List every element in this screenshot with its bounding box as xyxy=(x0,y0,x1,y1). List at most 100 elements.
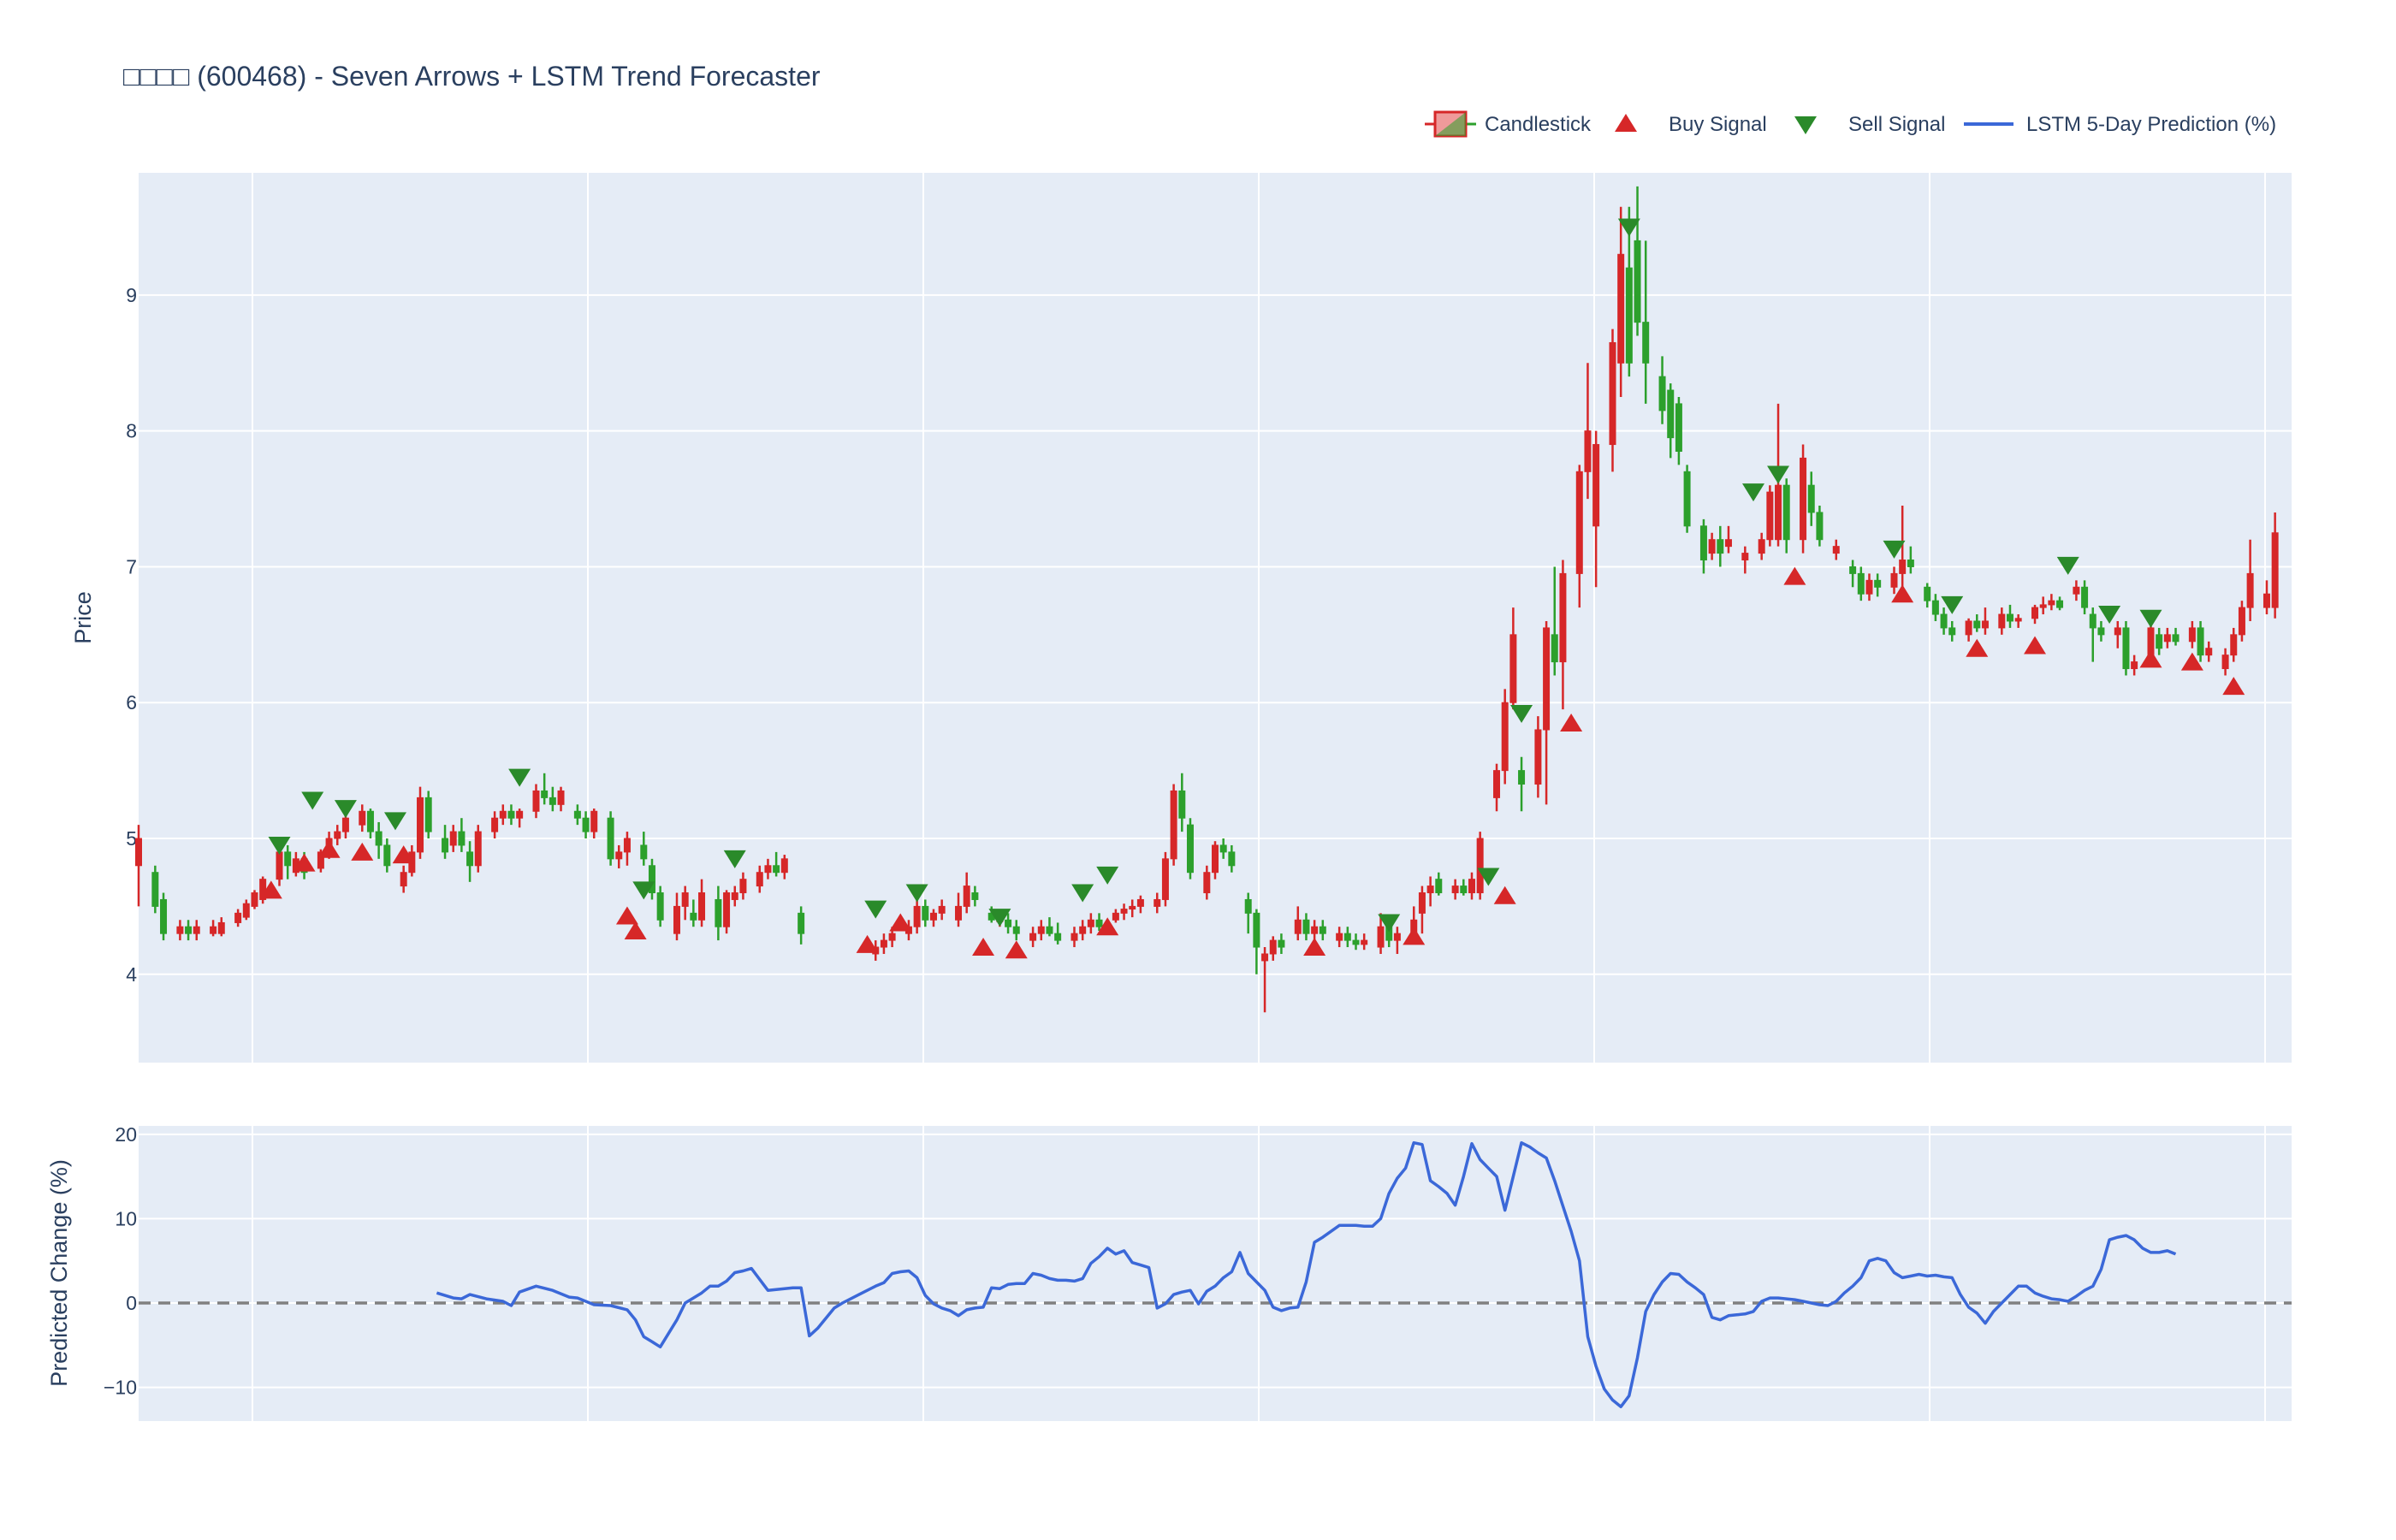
buy-signal-marker[interactable] xyxy=(615,906,638,925)
buy-signal-marker[interactable] xyxy=(1966,638,1989,657)
candlestick[interactable] xyxy=(474,825,482,873)
sell-signal-marker[interactable] xyxy=(905,884,928,903)
lstm-prediction-line[interactable] xyxy=(436,1140,2177,1408)
candlestick[interactable] xyxy=(1037,920,1045,941)
candlestick[interactable] xyxy=(1642,240,1650,404)
buy-signal-marker[interactable] xyxy=(972,938,995,957)
candlestick[interactable] xyxy=(1129,899,1136,918)
candlestick[interactable] xyxy=(715,886,722,941)
buy-signal-marker[interactable] xyxy=(1403,927,1426,945)
candlestick[interactable] xyxy=(615,844,623,868)
candlestick[interactable] xyxy=(2205,641,2213,662)
sell-signal-marker[interactable] xyxy=(2098,606,2121,625)
candlestick[interactable] xyxy=(449,825,457,852)
candlestick[interactable] xyxy=(756,865,763,893)
candlestick[interactable] xyxy=(1336,927,1343,948)
sell-signal-marker[interactable] xyxy=(301,791,324,810)
candlestick[interactable] xyxy=(1161,851,1169,907)
candlestick[interactable] xyxy=(541,773,549,805)
candlestick[interactable] xyxy=(2073,580,2080,601)
candlestick[interactable] xyxy=(1352,933,1360,951)
legend-item-candle[interactable]: Candlestick xyxy=(1425,110,1592,138)
candlestick[interactable] xyxy=(334,825,341,845)
candlestick[interactable] xyxy=(1253,909,1260,974)
candlestick[interactable] xyxy=(1667,383,1675,459)
candlestick[interactable] xyxy=(590,808,598,839)
buy-signal-marker[interactable] xyxy=(392,845,415,864)
candlestick[interactable] xyxy=(1534,716,1542,798)
sell-signal-marker[interactable] xyxy=(1071,884,1094,903)
candlestick[interactable] xyxy=(1899,506,1907,595)
candlestick[interactable] xyxy=(185,920,193,941)
candlestick[interactable] xyxy=(1758,532,1765,560)
candlestick[interactable] xyxy=(2172,627,2180,646)
candlestick[interactable] xyxy=(2097,620,2105,642)
candlestick[interactable] xyxy=(1683,465,1691,533)
candlestick[interactable] xyxy=(938,899,946,921)
candlestick[interactable] xyxy=(1311,920,1319,941)
candlestick[interactable] xyxy=(1203,865,1211,900)
candlestick[interactable] xyxy=(2263,580,2270,615)
candlestick[interactable] xyxy=(2271,512,2279,619)
candlestick[interactable] xyxy=(1377,913,1385,954)
candlestick[interactable] xyxy=(251,890,258,909)
candlestick[interactable] xyxy=(1460,879,1468,896)
sell-signal-marker[interactable] xyxy=(723,850,746,868)
buy-signal-marker[interactable] xyxy=(1560,714,1583,732)
candlestick[interactable] xyxy=(2246,539,2254,621)
candlestick[interactable] xyxy=(1592,430,1600,588)
candlestick[interactable] xyxy=(607,811,614,866)
candlestick[interactable] xyxy=(1890,566,1898,595)
candlestick[interactable] xyxy=(640,832,648,866)
candlestick[interactable] xyxy=(532,784,540,819)
candlestick[interactable] xyxy=(623,832,631,866)
candlestick[interactable] xyxy=(1302,913,1310,941)
candlestick[interactable] xyxy=(135,825,142,907)
candlestick[interactable] xyxy=(2122,620,2130,676)
candlestick[interactable] xyxy=(1518,756,1526,812)
buy-signal-marker[interactable] xyxy=(1303,938,1326,957)
sell-signal-marker[interactable] xyxy=(2139,609,2162,628)
buy-signal-marker[interactable] xyxy=(1783,566,1806,585)
candlestick[interactable] xyxy=(1724,525,1732,554)
candlestick[interactable] xyxy=(1451,879,1459,900)
buy-signal-marker[interactable] xyxy=(856,934,879,953)
candlestick[interactable] xyxy=(1170,784,1177,866)
candlestick[interactable] xyxy=(400,865,407,893)
candlestick[interactable] xyxy=(1319,920,1326,941)
legend-item-triangle-up[interactable]: Buy Signal xyxy=(1615,113,1767,136)
candlestick[interactable] xyxy=(681,886,689,921)
buy-signal-marker[interactable] xyxy=(1493,886,1516,904)
candlestick-series[interactable] xyxy=(135,186,2279,1013)
candlestick[interactable] xyxy=(259,876,267,904)
candlestick[interactable] xyxy=(1849,560,1857,588)
candlestick[interactable] xyxy=(648,858,655,900)
buy-signal-marker[interactable] xyxy=(1005,940,1028,959)
candlestick[interactable] xyxy=(1551,566,1558,676)
candlestick[interactable] xyxy=(1634,186,1641,336)
candlestick[interactable] xyxy=(2131,654,2138,676)
candlestick[interactable] xyxy=(1012,920,1020,941)
candlestick[interactable] xyxy=(1708,532,1716,560)
candlestick[interactable] xyxy=(1418,886,1426,934)
legend-item-triangle-down[interactable]: Sell Signal xyxy=(1794,113,1945,136)
candlestick[interactable] xyxy=(1931,594,1939,621)
sell-signal-marker[interactable] xyxy=(1378,914,1401,933)
sell-signal-marker[interactable] xyxy=(1096,866,1119,885)
sell-signal-marker[interactable] xyxy=(334,800,357,819)
candlestick[interactable] xyxy=(284,844,292,880)
candlestick[interactable] xyxy=(458,818,466,852)
candlestick[interactable] xyxy=(1493,763,1501,812)
candlestick[interactable] xyxy=(922,899,929,927)
sell-signal-marker[interactable] xyxy=(1883,540,1906,559)
candlestick[interactable] xyxy=(2039,596,2047,615)
candlestick[interactable] xyxy=(1699,518,1707,574)
candlestick[interactable] xyxy=(1029,927,1037,948)
candlestick[interactable] xyxy=(1998,607,2006,635)
sell-signal-marker[interactable] xyxy=(1477,868,1500,886)
candlestick[interactable] xyxy=(1070,927,1078,948)
candlestick[interactable] xyxy=(880,933,887,954)
candlestick[interactable] xyxy=(317,849,324,873)
candlestick[interactable] xyxy=(955,892,963,927)
candlestick[interactable] xyxy=(375,821,383,859)
